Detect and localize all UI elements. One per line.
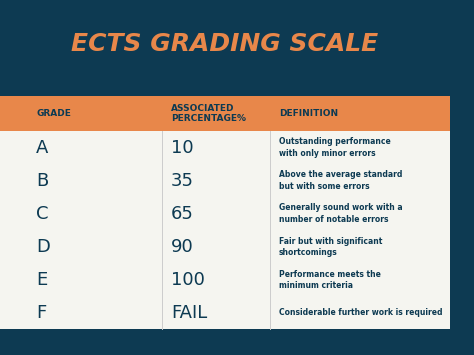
- Text: E: E: [36, 271, 47, 289]
- Text: Considerable further work is required: Considerable further work is required: [279, 308, 443, 317]
- Text: ECTS GRADING SCALE: ECTS GRADING SCALE: [72, 32, 379, 56]
- Text: B: B: [36, 172, 48, 190]
- FancyBboxPatch shape: [0, 131, 450, 329]
- Text: 35: 35: [171, 172, 194, 190]
- Text: F: F: [36, 304, 46, 322]
- Text: FAIL: FAIL: [171, 304, 207, 322]
- Text: DEFINITION: DEFINITION: [279, 109, 338, 118]
- Text: Performance meets the
minimum criteria: Performance meets the minimum criteria: [279, 269, 381, 290]
- FancyBboxPatch shape: [0, 0, 450, 96]
- Text: 90: 90: [171, 238, 194, 256]
- Text: Fair but with significant
shortcomings: Fair but with significant shortcomings: [279, 236, 383, 257]
- Text: C: C: [36, 205, 48, 223]
- Text: Above the average standard
but with some errors: Above the average standard but with some…: [279, 170, 402, 191]
- FancyBboxPatch shape: [0, 96, 450, 131]
- Text: 100: 100: [171, 271, 205, 289]
- Text: GRADE: GRADE: [36, 109, 71, 118]
- FancyBboxPatch shape: [0, 348, 450, 355]
- Text: Generally sound work with a
number of notable errors: Generally sound work with a number of no…: [279, 203, 403, 224]
- Text: ASSOCIATED
PERCENTAGE%: ASSOCIATED PERCENTAGE%: [171, 104, 246, 123]
- Text: A: A: [36, 139, 48, 157]
- Text: D: D: [36, 238, 50, 256]
- Text: 10: 10: [171, 139, 194, 157]
- Text: 65: 65: [171, 205, 194, 223]
- Text: Outstanding performance
with only minor errors: Outstanding performance with only minor …: [279, 137, 391, 158]
